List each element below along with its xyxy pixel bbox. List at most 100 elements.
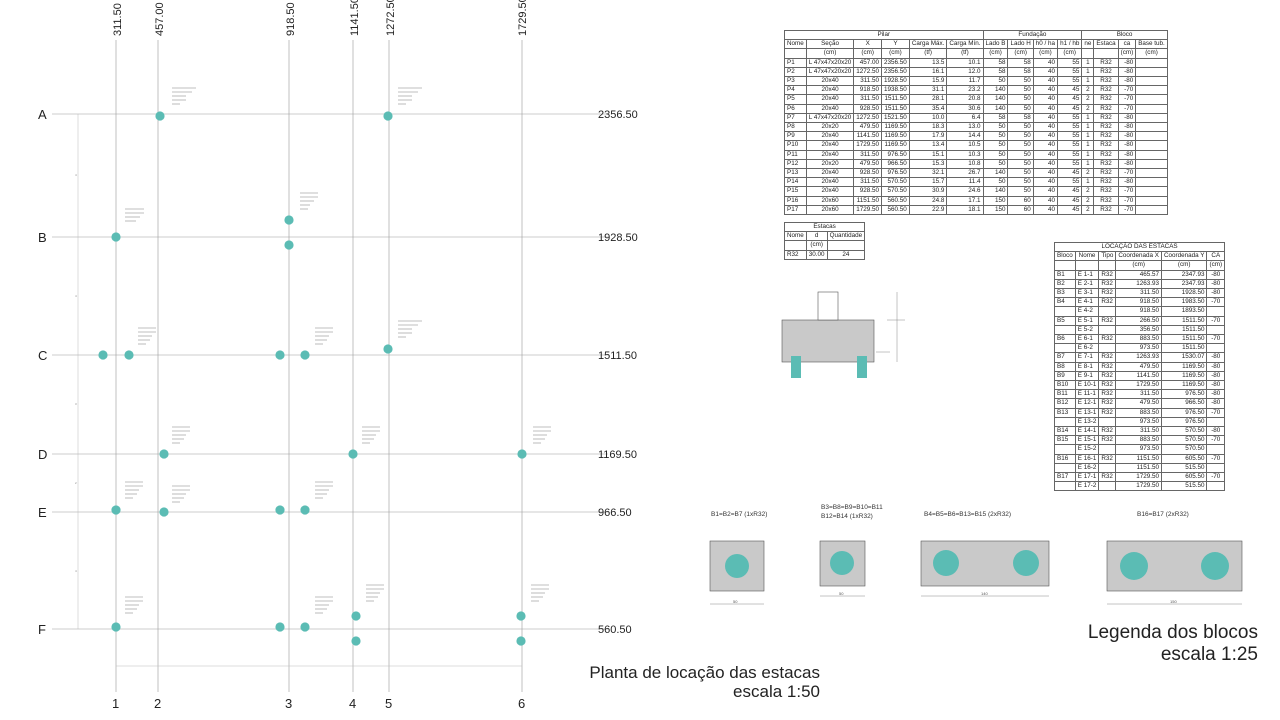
table-cell: 40 (1032, 112, 1059, 124)
locacao-header-3: Coordenada X (1115, 251, 1162, 262)
table-cell: 23.2 (946, 85, 984, 96)
pile-e1-1 (155, 111, 165, 121)
table-cell: 918.50 (1115, 297, 1162, 308)
table-cell: 570.50 (1160, 426, 1208, 437)
table-cell: 45 (1057, 85, 1083, 96)
table-cell: 6.4 (946, 112, 984, 124)
table-cell: B16 (1054, 453, 1076, 464)
table-cell: R32 (1098, 389, 1117, 400)
table-cell: 40 (1032, 76, 1059, 87)
table-row: E 13-2 973.50 976.50 (1054, 416, 1226, 428)
table-cell: 10.1 (946, 57, 984, 68)
table-cell: 50 (1007, 122, 1034, 133)
table-cell: R32 (1098, 426, 1117, 437)
table-cell (1098, 306, 1117, 317)
table-cell: R32 (1093, 149, 1119, 160)
table-cell: 918.50 (853, 85, 883, 96)
table-cell: 45 (1057, 195, 1083, 206)
table-cell: R32 (1098, 435, 1117, 446)
table-cell: B6 (1054, 334, 1076, 345)
locacao-header-0: Bloco (1054, 251, 1076, 262)
table-cell: 40 (1032, 204, 1059, 216)
table-cell: P2 (784, 66, 807, 78)
table-cell (1206, 481, 1226, 492)
pile-e8-1 (159, 449, 169, 459)
pile-e15-2 (300, 622, 310, 632)
estacas-header-1: d (805, 231, 828, 242)
table-cell: 140 (982, 168, 1009, 179)
table-cell: 10.5 (946, 140, 984, 151)
row-coords: 2356.50 1928.50 1511.50 1169.50 966.50 5… (598, 109, 638, 636)
table-cell: 20x40 (805, 76, 855, 87)
table-cell: P7 (784, 112, 807, 124)
table-row: P8 20x20 479.50 1169.50 18.3 13.0 50 50 40 55 1 R32… (784, 122, 1168, 133)
estacas-table: Estacas Nome d Quantidade (cm) R32 30.00 24 (783, 221, 866, 260)
table-cell: 883.50 (1115, 407, 1162, 418)
table-cell: R32 (1098, 380, 1117, 391)
pilar-unit-8: (cm) (1032, 48, 1059, 59)
table-cell: 311.50 (1115, 389, 1162, 400)
table-cell: 50 (1007, 149, 1034, 160)
table-cell: E 16-1 (1074, 453, 1100, 464)
table-cell: 40 (1032, 195, 1059, 206)
table-cell: 1151.50 (1115, 453, 1162, 464)
pilar-unit-7: (cm) (1007, 48, 1034, 59)
table-cell: 10.8 (946, 158, 984, 170)
table-cell: 1 (1081, 57, 1095, 68)
legend-dim-1: 50 (733, 599, 738, 604)
pile-annotations (125, 87, 551, 614)
table-cell: 58 (1007, 112, 1034, 124)
pilar-header-5: Carga Mín. (946, 39, 984, 50)
locacao-header-1: Nome (1074, 251, 1100, 262)
table-cell: R32 (784, 249, 807, 260)
table-cell: 976.50 (1160, 407, 1208, 418)
locacao-unit-5: (cm) (1206, 260, 1226, 271)
table-cell: E 10-1 (1074, 380, 1100, 391)
table-cell: -80 (1206, 426, 1226, 437)
table-cell: 1729.50 (853, 140, 883, 151)
col-coord-3: 918.50 (285, 2, 297, 36)
table-cell (1054, 444, 1076, 455)
table-cell: 605.50 (1160, 453, 1208, 464)
table-cell: 30.00 (805, 249, 828, 260)
table-cell: -80 (1206, 370, 1226, 382)
table-cell: 40 (1032, 94, 1059, 105)
table-cell: 24.6 (946, 186, 984, 197)
table-cell: 60 (1007, 204, 1034, 216)
table-cell: B15 (1054, 435, 1076, 446)
table-cell (1135, 149, 1168, 160)
table-cell: 15.7 (908, 177, 948, 188)
table-cell: 40 (1032, 131, 1059, 142)
table-cell: P8 (784, 122, 807, 133)
pilar-unit-0 (784, 48, 807, 59)
row-coord-f: 560.50 (598, 624, 632, 636)
table-cell: 11.4 (946, 177, 984, 188)
table-cell: 2347.93 (1160, 269, 1208, 280)
table-cell: 928.50 (853, 186, 883, 197)
table-cell: E 7-1 (1074, 352, 1100, 363)
table-cell: 24 (826, 249, 866, 260)
table-cell (1098, 444, 1117, 455)
table-cell: P5 (784, 94, 807, 105)
table-cell: 30.9 (908, 186, 948, 197)
table-cell: 40 (1032, 158, 1059, 170)
table-cell: B3 (1054, 288, 1076, 299)
col-name-1: 1 (112, 696, 119, 711)
table-cell: 55 (1057, 112, 1083, 124)
table-cell: P14 (784, 177, 807, 188)
table-row: P10 20x40 1729.50 1169.50 13.4 10.5 50 50 40 55 1 R… (784, 140, 1168, 151)
table-cell: E 15-2 (1074, 444, 1100, 455)
table-cell: 457.00 (853, 57, 883, 68)
table-cell: 1928.50 (881, 76, 910, 87)
table-row: B7 E 7-1 R32 1263.93 1530.07 -80 (1054, 352, 1226, 363)
pile-e17-1 (516, 611, 526, 621)
table-cell: E 16-2 (1074, 462, 1100, 474)
table-cell (1054, 481, 1076, 492)
table-cell: 1 (1081, 66, 1095, 78)
table-cell: 1169.50 (881, 122, 910, 133)
table-cell: 20x60 (805, 195, 855, 206)
table-cell: 2 (1081, 94, 1095, 105)
table-cell: -80 (1206, 389, 1226, 400)
table-cell: 311.50 (853, 177, 883, 188)
table-cell: 20x40 (805, 85, 855, 96)
